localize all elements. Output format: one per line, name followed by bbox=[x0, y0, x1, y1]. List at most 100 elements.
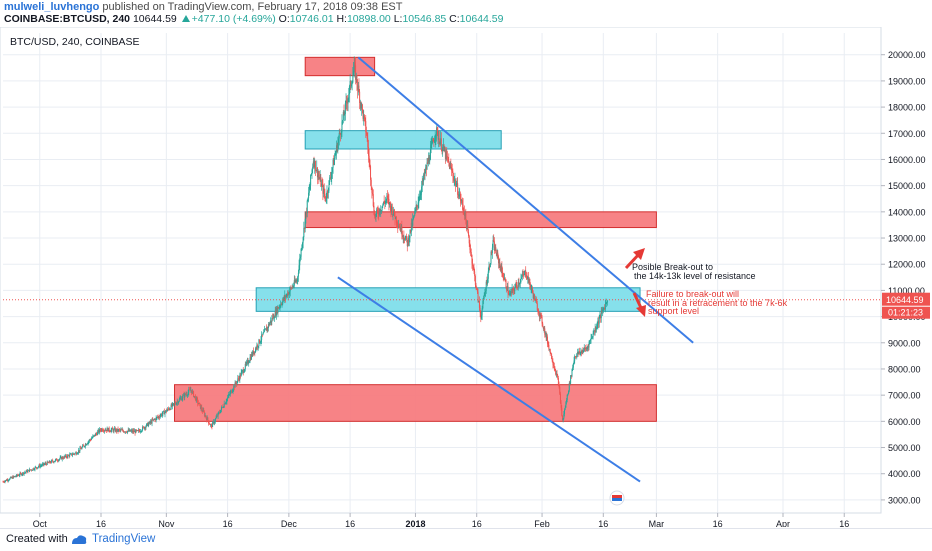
candle-body bbox=[290, 287, 292, 289]
candle-body bbox=[556, 373, 558, 376]
candle-body bbox=[603, 307, 605, 310]
candle-body bbox=[213, 421, 215, 424]
candle-body bbox=[600, 315, 602, 319]
candle-body bbox=[191, 391, 193, 394]
candle-body bbox=[366, 134, 368, 139]
candle-body bbox=[346, 100, 348, 103]
candle-body bbox=[136, 430, 138, 432]
candle-body bbox=[436, 127, 438, 135]
candle-body bbox=[554, 368, 556, 371]
candle-body bbox=[555, 370, 557, 375]
candle-body bbox=[411, 222, 413, 226]
candle-body bbox=[118, 429, 120, 432]
candle-body bbox=[329, 177, 331, 181]
candle-body bbox=[95, 433, 97, 435]
candle-body bbox=[144, 427, 146, 429]
candle-body bbox=[71, 454, 73, 456]
candle-body bbox=[143, 426, 145, 429]
candle-body bbox=[148, 421, 150, 424]
candle-body bbox=[594, 327, 596, 332]
candle-body bbox=[124, 431, 126, 433]
author-link[interactable]: mulweli_luvhengo bbox=[4, 1, 100, 13]
candle-body bbox=[399, 227, 401, 232]
candle-body bbox=[197, 403, 199, 405]
candle-body bbox=[235, 382, 237, 384]
candle-body bbox=[34, 467, 36, 470]
candle-body bbox=[343, 111, 345, 116]
candle-body bbox=[424, 171, 426, 177]
candle-body bbox=[125, 431, 127, 433]
candle-body bbox=[455, 179, 457, 187]
candle-body bbox=[541, 316, 543, 324]
candle-body bbox=[51, 460, 53, 462]
candle-body bbox=[318, 174, 320, 177]
candle-body bbox=[380, 210, 382, 213]
candle-body bbox=[114, 428, 116, 432]
candle-body bbox=[185, 394, 187, 396]
candle-body bbox=[361, 104, 363, 110]
candle-body bbox=[107, 428, 109, 432]
candle-body bbox=[154, 419, 156, 421]
candle-body bbox=[227, 397, 229, 399]
candle-body bbox=[132, 430, 134, 432]
candle-body bbox=[72, 453, 74, 455]
candle-body bbox=[146, 423, 148, 427]
candle-body bbox=[274, 317, 276, 319]
candle-body bbox=[199, 403, 201, 404]
candle-body bbox=[297, 276, 299, 280]
candle-body bbox=[475, 284, 477, 288]
candle-body bbox=[23, 472, 25, 475]
candle-body bbox=[403, 236, 405, 239]
candle-body bbox=[7, 479, 9, 481]
candle-body bbox=[461, 200, 463, 205]
candle-body bbox=[394, 215, 396, 220]
price-chart[interactable]: 3000.00 4000.00 5000.00 6000.00 7000.00 8000.… bbox=[0, 26, 932, 529]
tradingview-link[interactable]: TradingView bbox=[92, 533, 156, 545]
candle-body bbox=[179, 398, 181, 400]
candle-body bbox=[500, 265, 502, 271]
candle-body bbox=[530, 288, 532, 290]
candle-body bbox=[85, 444, 87, 445]
candle-body bbox=[188, 389, 190, 393]
candle-body bbox=[223, 407, 225, 408]
resistance-zone bbox=[174, 384, 657, 422]
candle-body bbox=[203, 410, 205, 413]
candle-body bbox=[257, 345, 259, 348]
candle-body bbox=[451, 166, 453, 171]
candle-body bbox=[11, 477, 13, 478]
candle-body bbox=[574, 356, 576, 357]
candle-body bbox=[517, 282, 519, 288]
candle-body bbox=[304, 227, 306, 229]
candle-body bbox=[141, 430, 143, 432]
candle-body bbox=[150, 421, 152, 424]
candle-body bbox=[279, 306, 281, 308]
candle-body bbox=[46, 461, 48, 465]
candle-body bbox=[217, 412, 219, 417]
candle-body bbox=[423, 174, 425, 182]
candle-body bbox=[546, 336, 548, 339]
candle-body bbox=[387, 197, 389, 199]
candle-body bbox=[305, 211, 307, 219]
candle-body bbox=[525, 275, 527, 278]
candle-body bbox=[105, 429, 107, 431]
candle-body bbox=[39, 465, 41, 467]
candle-body bbox=[330, 177, 332, 179]
chart-container[interactable]: 3000.00 4000.00 5000.00 6000.00 7000.00 8000.… bbox=[0, 26, 932, 532]
candle-body bbox=[482, 301, 484, 309]
candle-body bbox=[93, 435, 95, 437]
candle-body bbox=[365, 132, 367, 135]
candle-body bbox=[384, 202, 386, 204]
candle-body bbox=[418, 200, 420, 203]
candle-body bbox=[570, 375, 572, 384]
flag-stripe bbox=[612, 495, 622, 498]
candle-body bbox=[431, 143, 433, 145]
candle-body bbox=[595, 327, 597, 330]
candle-body bbox=[98, 430, 100, 433]
annotation-text: Failure to break-out will bbox=[646, 289, 739, 299]
candle-body bbox=[536, 303, 538, 311]
candle-body bbox=[65, 455, 67, 457]
candle-body bbox=[71, 453, 73, 456]
candle-body bbox=[470, 252, 472, 256]
candle-body bbox=[161, 413, 163, 416]
candle-body bbox=[324, 194, 326, 197]
